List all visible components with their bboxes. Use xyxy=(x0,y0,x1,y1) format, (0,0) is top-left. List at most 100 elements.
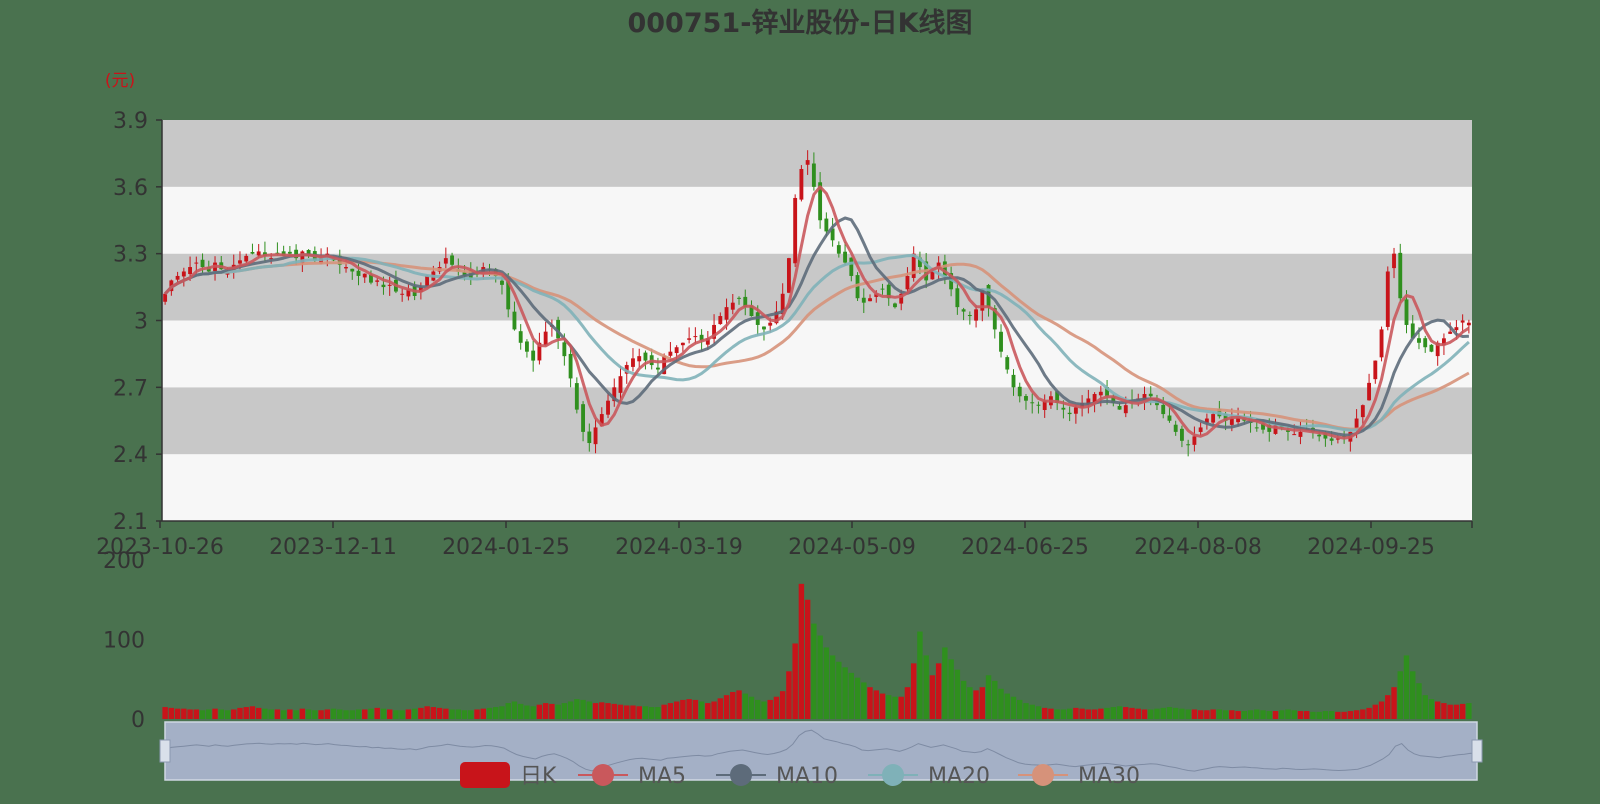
volume-bar xyxy=(399,710,405,719)
volume-bar xyxy=(892,696,898,719)
volume-bar xyxy=(262,708,268,719)
volume-bar xyxy=(530,706,536,719)
candle-body xyxy=(574,383,579,410)
volume-bar xyxy=(299,708,306,719)
volume-bar xyxy=(1104,707,1110,719)
volume-bar xyxy=(187,709,193,719)
ma5-line xyxy=(164,185,1470,440)
volume-bar xyxy=(942,647,948,719)
plot-band xyxy=(162,120,1472,187)
volume-bar xyxy=(661,704,667,719)
y-tick-label: 2.1 xyxy=(113,510,148,535)
volume-bar xyxy=(904,687,911,719)
candle-body xyxy=(886,284,891,299)
candle-body xyxy=(1298,431,1303,437)
volume-bar xyxy=(218,709,224,719)
legend-marker xyxy=(1032,764,1054,786)
candle-body xyxy=(655,367,660,370)
candle-body xyxy=(543,331,548,346)
candle-body xyxy=(830,228,835,241)
volume-bar xyxy=(1135,708,1141,719)
volume-bar xyxy=(505,703,511,719)
volume-bar xyxy=(624,705,630,719)
volume-bar xyxy=(1254,709,1260,719)
chart-legend[interactable]: 日K MA5 MA10 MA20 MA30 xyxy=(460,762,1140,789)
volume-bar xyxy=(1410,671,1416,719)
volume-bar xyxy=(1172,707,1179,719)
volume-bar xyxy=(580,699,586,719)
volume-bar xyxy=(1347,711,1354,719)
volume-bar xyxy=(854,677,861,719)
datazoom-slider[interactable] xyxy=(159,721,1483,781)
volume-bar xyxy=(1035,706,1042,719)
candle-body xyxy=(1460,320,1465,323)
volume-bar xyxy=(561,703,568,719)
volume-bar xyxy=(1266,711,1272,719)
volume-bar xyxy=(686,699,692,719)
candle-body xyxy=(362,273,367,278)
volume-bar xyxy=(636,706,642,719)
x-tick-label: 2023-10-26 xyxy=(96,535,224,560)
volume-bar xyxy=(162,707,168,719)
volume-bar xyxy=(1434,701,1441,719)
candle-body xyxy=(1186,444,1191,446)
volume-bar xyxy=(337,709,343,719)
volume-bar xyxy=(374,707,380,719)
volume-bar xyxy=(861,682,867,719)
candle-body xyxy=(506,280,511,310)
candle-body xyxy=(868,298,872,302)
candle-body xyxy=(537,342,542,361)
volume-bar xyxy=(305,709,312,719)
volume-bar xyxy=(1123,707,1129,719)
candle-body xyxy=(680,342,685,346)
candle-body xyxy=(518,331,523,343)
candle-body xyxy=(1117,406,1122,410)
candle-body xyxy=(1204,418,1209,423)
candle-body xyxy=(643,352,648,361)
volume-bar xyxy=(910,663,917,719)
candle-body xyxy=(1404,299,1409,325)
legend-marker xyxy=(882,764,904,786)
volume-bar xyxy=(249,706,256,719)
candle-body xyxy=(762,326,766,330)
candle-body xyxy=(1005,357,1010,370)
candle-body xyxy=(1417,338,1421,343)
volume-bar xyxy=(879,693,886,719)
candle-body xyxy=(1223,413,1228,421)
legend-marker xyxy=(730,764,752,786)
candle-body xyxy=(930,271,935,280)
volume-bar xyxy=(1085,709,1092,719)
volume-bar xyxy=(255,707,262,719)
candle-body xyxy=(693,336,698,338)
volume-bar xyxy=(698,701,705,719)
candle-body xyxy=(568,353,573,379)
volume-bar xyxy=(1322,711,1329,719)
candle-body xyxy=(200,259,205,268)
volume-bar xyxy=(992,680,998,719)
volume-bar xyxy=(1141,709,1148,719)
volume-bar xyxy=(680,699,686,719)
volume-bar xyxy=(1098,708,1104,719)
candle-body xyxy=(1123,405,1128,414)
volume-bar xyxy=(1447,704,1453,719)
candle-body xyxy=(1267,424,1272,432)
volume-bar xyxy=(1416,683,1422,719)
slider-data-shadow xyxy=(164,729,1478,772)
volume-bar xyxy=(617,704,624,719)
volume-bar xyxy=(1154,708,1160,719)
candle-body xyxy=(1329,438,1334,441)
candle-body xyxy=(824,218,829,232)
candle-body xyxy=(450,255,455,265)
volume-bar xyxy=(1160,707,1166,719)
candle-body xyxy=(1098,391,1103,396)
candle-body xyxy=(1335,438,1340,440)
y-tick-label: 3.6 xyxy=(113,176,148,201)
volume-bar xyxy=(804,599,811,719)
volume-bar xyxy=(1260,710,1266,719)
candle-body xyxy=(668,351,673,356)
volume-bar xyxy=(243,707,249,719)
volume-bar xyxy=(418,707,424,719)
volume-bar xyxy=(1310,711,1316,719)
volume-bar xyxy=(1428,699,1435,719)
candle-body xyxy=(406,289,411,297)
